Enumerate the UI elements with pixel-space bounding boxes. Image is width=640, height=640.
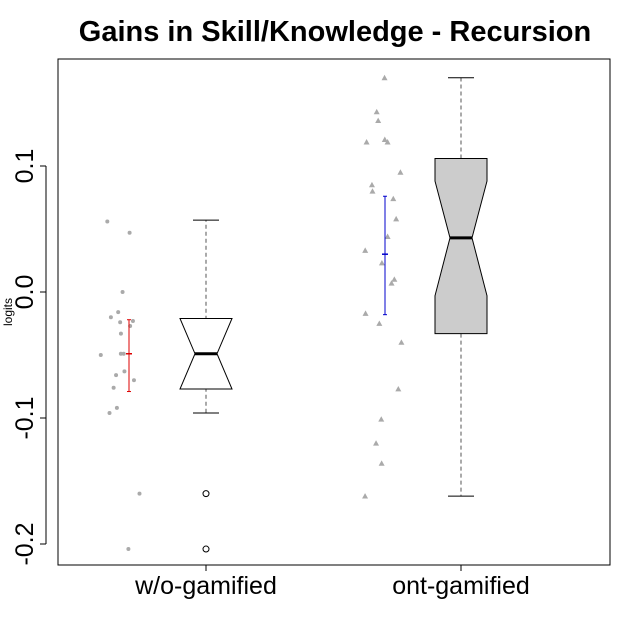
data-point bbox=[381, 74, 388, 81]
plot-frame bbox=[57, 58, 611, 566]
y-tick-label: -0.2 bbox=[11, 522, 39, 565]
data-point bbox=[368, 181, 375, 188]
data-point bbox=[120, 290, 125, 294]
data-point bbox=[137, 491, 142, 496]
data-point bbox=[376, 320, 383, 326]
plot-area bbox=[98, 74, 488, 553]
data-point bbox=[391, 276, 398, 282]
data-point bbox=[362, 493, 369, 499]
box bbox=[434, 157, 488, 335]
data-point bbox=[118, 351, 123, 356]
outlier-point bbox=[202, 490, 210, 498]
data-point bbox=[111, 385, 116, 390]
data-point bbox=[398, 339, 405, 345]
data-point bbox=[108, 315, 113, 320]
data-point bbox=[105, 219, 110, 224]
outlier-point bbox=[202, 545, 210, 553]
data-point bbox=[375, 117, 382, 124]
data-point bbox=[397, 169, 404, 175]
data-point bbox=[127, 230, 132, 235]
data-point bbox=[363, 139, 370, 145]
data-point bbox=[362, 247, 369, 253]
data-point bbox=[395, 386, 402, 392]
data-point bbox=[114, 405, 119, 410]
data-point bbox=[373, 108, 380, 115]
y-tick-label: 0.0 bbox=[11, 275, 39, 310]
data-point bbox=[98, 353, 103, 357]
data-point bbox=[381, 136, 388, 142]
data-point bbox=[131, 378, 136, 383]
data-point bbox=[130, 318, 135, 323]
data-point bbox=[369, 188, 376, 194]
y-tick-label: 0.1 bbox=[11, 149, 39, 184]
data-point bbox=[378, 260, 385, 266]
data-point bbox=[388, 280, 395, 286]
data-point bbox=[116, 310, 121, 315]
data-point bbox=[384, 233, 391, 239]
y-tick-label: -0.1 bbox=[11, 396, 39, 439]
data-point bbox=[393, 215, 400, 222]
data-point bbox=[390, 195, 397, 202]
data-point bbox=[122, 369, 127, 374]
data-point bbox=[378, 460, 385, 466]
y-axis-label: logits bbox=[1, 298, 15, 326]
x-tick-label: ont-gamified bbox=[392, 572, 530, 600]
data-point bbox=[107, 410, 112, 415]
data-point bbox=[373, 440, 380, 446]
data-point bbox=[118, 331, 123, 336]
chart-title: Gains in Skill/Knowledge - Recursion bbox=[79, 16, 591, 48]
x-tick-label: w/o-gamified bbox=[134, 572, 277, 600]
data-point bbox=[114, 373, 119, 378]
data-point bbox=[118, 320, 123, 325]
data-point bbox=[121, 351, 126, 356]
data-point bbox=[362, 310, 369, 316]
data-point bbox=[126, 547, 131, 552]
data-point bbox=[384, 139, 391, 145]
data-point bbox=[378, 416, 385, 422]
